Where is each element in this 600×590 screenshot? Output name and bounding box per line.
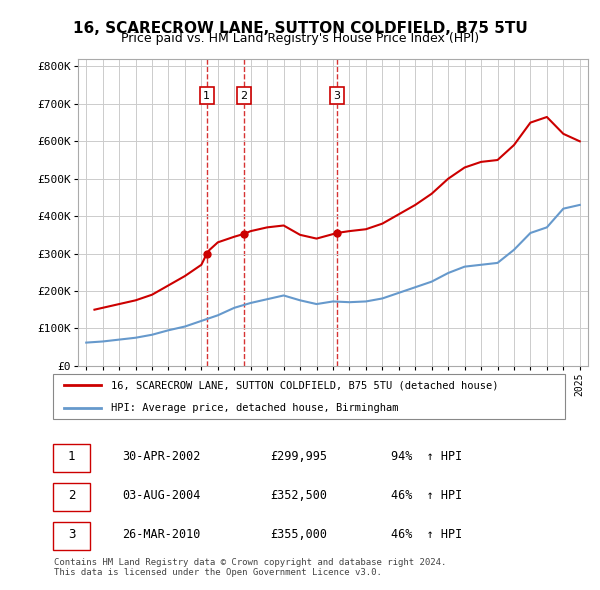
- Text: 26-MAR-2010: 26-MAR-2010: [122, 528, 200, 541]
- Text: 1: 1: [68, 450, 76, 463]
- Text: 94%  ↑ HPI: 94% ↑ HPI: [391, 450, 463, 463]
- FancyBboxPatch shape: [53, 522, 90, 550]
- Text: 46%  ↑ HPI: 46% ↑ HPI: [391, 528, 463, 541]
- Text: 16, SCARECROW LANE, SUTTON COLDFIELD, B75 5TU: 16, SCARECROW LANE, SUTTON COLDFIELD, B7…: [73, 21, 527, 35]
- Text: Price paid vs. HM Land Registry's House Price Index (HPI): Price paid vs. HM Land Registry's House …: [121, 32, 479, 45]
- Text: 16, SCARECROW LANE, SUTTON COLDFIELD, B75 5TU (detached house): 16, SCARECROW LANE, SUTTON COLDFIELD, B7…: [112, 380, 499, 390]
- Text: 03-AUG-2004: 03-AUG-2004: [122, 489, 200, 502]
- Text: 2: 2: [240, 91, 247, 101]
- FancyBboxPatch shape: [53, 444, 90, 472]
- Text: HPI: Average price, detached house, Birmingham: HPI: Average price, detached house, Birm…: [112, 404, 399, 414]
- Text: Contains HM Land Registry data © Crown copyright and database right 2024.
This d: Contains HM Land Registry data © Crown c…: [54, 558, 446, 577]
- Text: 46%  ↑ HPI: 46% ↑ HPI: [391, 489, 463, 502]
- Text: £299,995: £299,995: [270, 450, 327, 463]
- Text: 30-APR-2002: 30-APR-2002: [122, 450, 200, 463]
- Text: 1: 1: [203, 91, 211, 101]
- Text: £352,500: £352,500: [270, 489, 327, 502]
- Text: 3: 3: [333, 91, 340, 101]
- Text: £355,000: £355,000: [270, 528, 327, 541]
- Text: 3: 3: [68, 528, 76, 541]
- FancyBboxPatch shape: [53, 374, 565, 419]
- Text: 2: 2: [68, 489, 76, 502]
- FancyBboxPatch shape: [53, 483, 90, 511]
